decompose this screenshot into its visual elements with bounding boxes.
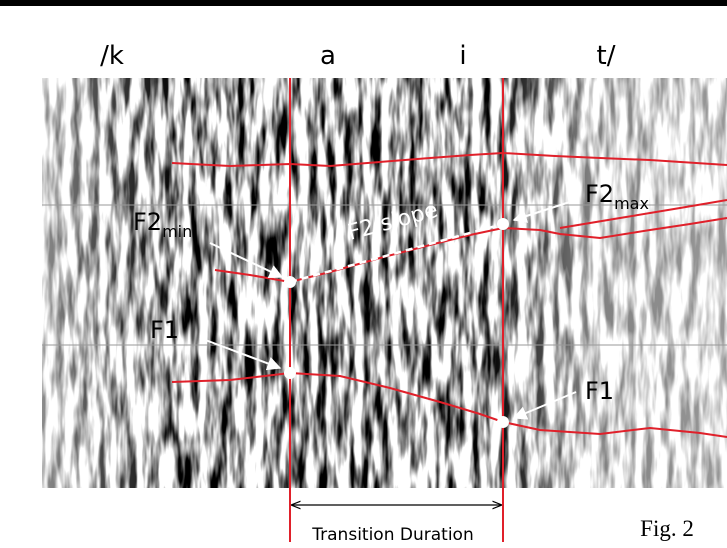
phoneme: /k	[100, 41, 124, 71]
f1-label: F1	[585, 377, 614, 405]
phonemes: /k a i t/	[100, 41, 616, 71]
label-sub: max	[614, 194, 649, 213]
transition-label: Transition Duration	[311, 525, 473, 545]
f1-label: F1	[150, 316, 179, 344]
phoneme: t/	[597, 41, 616, 71]
spectrogram	[42, 78, 727, 488]
label-main: F2	[133, 208, 162, 236]
figure: /k a i t/ F2min F1 F2max F1 F2 slope Tra…	[0, 0, 727, 548]
top-rule	[0, 0, 727, 6]
caption: Fig. 2	[640, 516, 694, 541]
phoneme: i	[459, 41, 466, 71]
phoneme: a	[320, 41, 336, 71]
label-main: F2	[585, 180, 614, 208]
label-sub: min	[162, 222, 192, 241]
